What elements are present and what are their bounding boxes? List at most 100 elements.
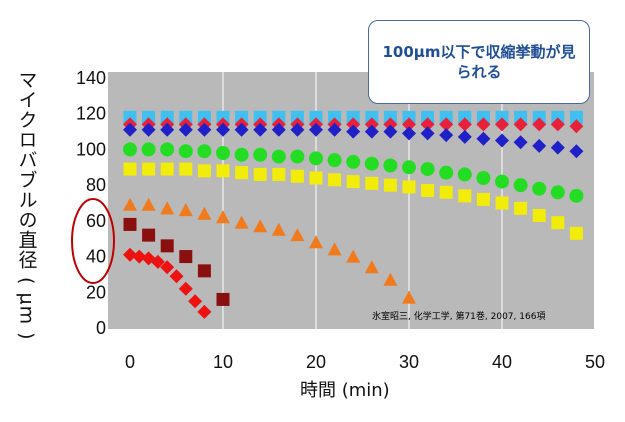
data-point — [197, 206, 212, 220]
data-point — [179, 250, 193, 264]
data-point — [234, 147, 249, 162]
series-4 — [123, 162, 583, 240]
data-point — [532, 138, 547, 153]
data-point — [364, 156, 379, 171]
annotation-text: 100µm以下で収縮挙動が見られる — [382, 43, 576, 81]
data-point — [328, 173, 342, 187]
data-point — [476, 171, 491, 185]
data-point — [402, 290, 416, 304]
series-2 — [123, 122, 584, 159]
data-point — [290, 122, 305, 137]
data-point — [458, 189, 472, 203]
y-tick-label: 140 — [76, 68, 106, 88]
data-point — [327, 153, 342, 168]
y-tick-label: 120 — [76, 104, 106, 124]
data-point — [439, 128, 454, 143]
data-point — [253, 122, 268, 137]
data-point — [234, 122, 249, 137]
data-point — [402, 160, 416, 175]
data-point — [253, 219, 268, 233]
data-point — [346, 175, 360, 189]
x-tick-label: 40 — [492, 352, 512, 372]
data-point — [160, 110, 174, 124]
data-point — [532, 110, 546, 124]
data-point — [383, 110, 397, 124]
data-point — [402, 110, 416, 124]
data-point — [216, 164, 230, 178]
data-point — [309, 151, 323, 166]
data-point — [132, 249, 147, 264]
data-point — [365, 176, 379, 190]
data-point — [420, 162, 435, 177]
data-point — [439, 117, 454, 132]
series-6 — [123, 217, 230, 306]
data-point — [421, 110, 435, 124]
data-point — [178, 281, 193, 296]
data-point — [141, 197, 156, 211]
y-tick-label: 60 — [86, 211, 106, 231]
series-5 — [123, 197, 416, 304]
data-point — [513, 178, 528, 193]
data-point — [402, 117, 416, 132]
data-point — [495, 117, 509, 132]
data-point — [141, 142, 156, 157]
data-points — [123, 110, 584, 319]
data-point — [290, 110, 304, 124]
y-tick-label: 40 — [86, 247, 106, 267]
data-point — [495, 110, 509, 124]
data-point — [253, 167, 267, 181]
data-point — [550, 117, 565, 132]
data-point — [551, 216, 565, 230]
data-point — [495, 133, 509, 148]
data-point — [141, 122, 156, 137]
data-point — [160, 201, 175, 215]
data-point — [123, 110, 137, 124]
data-point — [216, 122, 230, 137]
data-point — [383, 117, 398, 132]
data-point — [364, 124, 379, 139]
data-point — [160, 142, 175, 157]
data-point — [197, 144, 212, 159]
data-point — [365, 110, 379, 124]
data-point — [495, 196, 509, 210]
data-point — [439, 110, 453, 124]
data-point — [142, 162, 156, 176]
x-tick-label: 10 — [213, 352, 233, 372]
data-point — [476, 117, 491, 132]
data-point — [364, 117, 379, 132]
data-point — [197, 264, 211, 278]
y-tick-label: 100 — [76, 139, 106, 159]
data-point — [420, 126, 435, 141]
data-point — [550, 140, 565, 155]
data-point — [272, 167, 286, 181]
series-7 — [123, 247, 212, 319]
x-tick-label: 50 — [585, 352, 605, 372]
data-point — [532, 209, 546, 222]
data-point — [123, 197, 137, 211]
data-point — [309, 122, 323, 137]
data-point — [402, 126, 416, 141]
x-tick-label: 0 — [125, 352, 135, 372]
data-point — [569, 119, 584, 134]
highlight-ellipse — [71, 198, 115, 284]
data-point — [178, 203, 193, 217]
data-point — [309, 110, 323, 124]
data-point — [327, 242, 342, 256]
x-tick-label: 30 — [399, 352, 419, 372]
data-point — [216, 146, 230, 160]
data-point — [457, 117, 472, 132]
data-point — [123, 217, 137, 231]
data-point — [234, 215, 249, 229]
y-tick-label: 80 — [86, 175, 106, 195]
data-point — [513, 117, 528, 132]
y-axis-label: マイクロバブルの直径 ( µm ) — [15, 69, 38, 341]
data-point — [271, 222, 286, 236]
annotation-callout: 100µm以下で収縮挙動が見られる — [368, 20, 590, 104]
data-point — [551, 110, 565, 124]
data-point — [160, 260, 175, 275]
data-point — [346, 124, 361, 139]
data-point — [160, 162, 174, 176]
data-point — [123, 247, 137, 262]
data-point — [123, 122, 137, 137]
data-point — [309, 235, 323, 249]
